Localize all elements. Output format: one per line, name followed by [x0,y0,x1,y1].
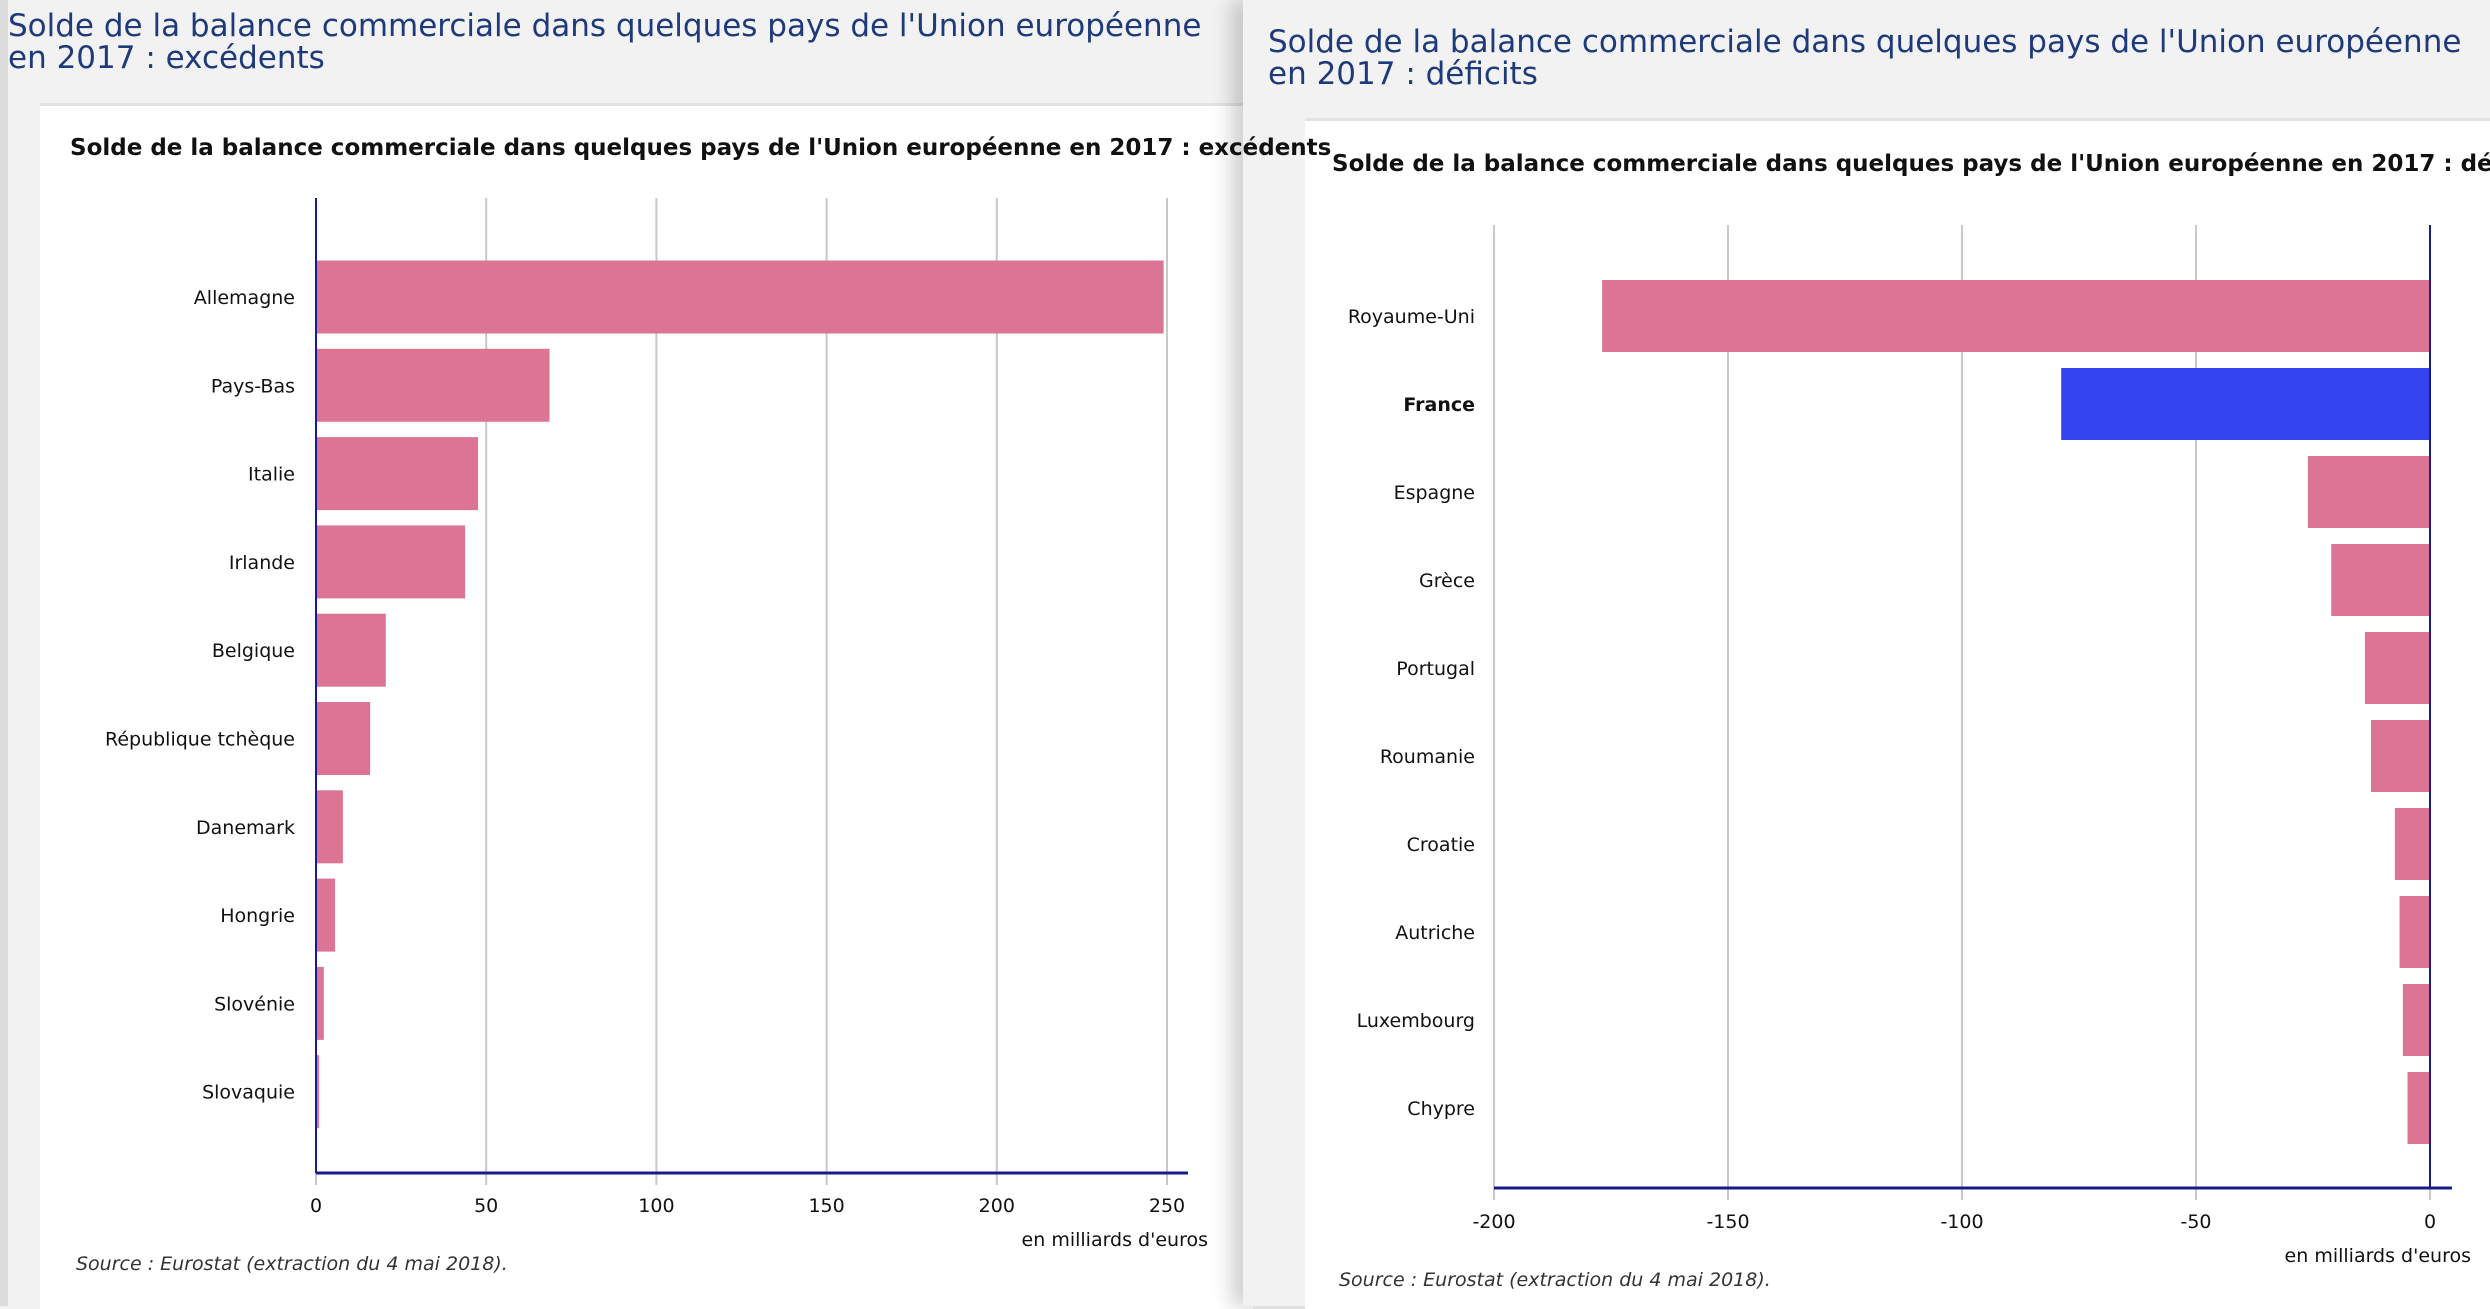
page-title-excedents: Solde de la balance commerciale dans que… [8,8,1202,76]
chart-card-deficits [1305,118,2490,1309]
chart-card-excedents [40,103,1253,1309]
left-panel: Solde de la balance commerciale dans que… [0,0,1253,1309]
page-title-deficits: Solde de la balance commerciale dans que… [1268,24,2462,92]
right-panel: Solde de la balance commerciale dans que… [1243,0,2490,1309]
